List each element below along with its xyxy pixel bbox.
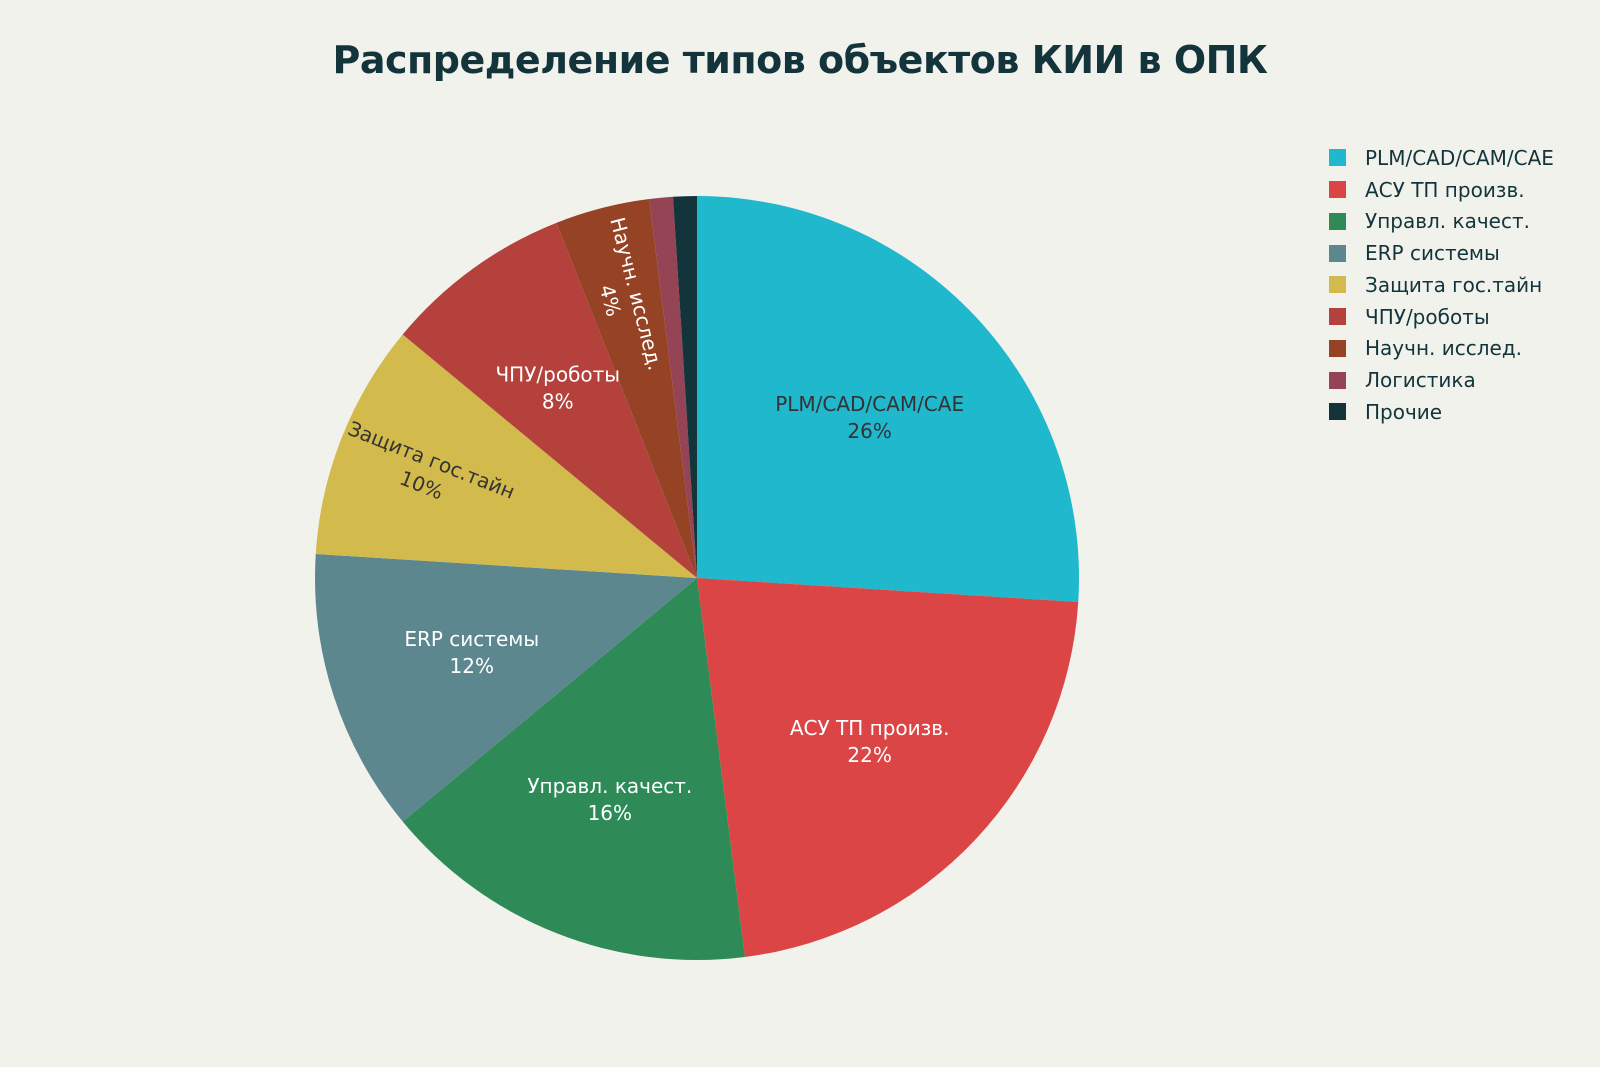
legend-swatch [1329, 371, 1346, 389]
legend-item[interactable]: ERP системы [1329, 237, 1554, 269]
pie-slice[interactable] [314, 554, 697, 822]
legend-swatch [1329, 308, 1346, 326]
legend-item[interactable]: Управл. качест. [1329, 206, 1554, 238]
legend-swatch [1329, 276, 1346, 294]
pie-slices [314, 196, 1080, 961]
legend-item[interactable]: Научн. исслед. [1329, 333, 1554, 365]
slice-label-name: ERP системы [404, 627, 539, 651]
legend-item[interactable]: Логистика [1329, 364, 1554, 396]
legend-swatch [1329, 212, 1346, 230]
legend-item[interactable]: Защита гос.тайн [1329, 269, 1554, 301]
slice-label: Управл. качест. 16% [527, 774, 692, 825]
slice-label-name: АСУ ТП произв. [790, 716, 950, 740]
legend-item[interactable]: АСУ ТП произв. [1329, 174, 1554, 206]
legend-swatch [1329, 244, 1346, 262]
legend-swatch [1329, 403, 1346, 421]
pie-slice[interactable] [673, 196, 697, 578]
slice-label-name: PLM/CAD/CAM/CAE [775, 392, 964, 416]
legend-label: Логистика [1365, 368, 1476, 393]
legend-label: ЧПУ/роботы [1365, 304, 1490, 329]
slice-label: PLM/CAD/CAM/CAE 26% [775, 392, 964, 443]
slice-label: ЧПУ/роботы 8% [495, 362, 620, 413]
legend-item[interactable]: ЧПУ/роботы [1329, 301, 1554, 333]
legend-label: Управл. качест. [1365, 209, 1530, 234]
legend-label: АСУ ТП произв. [1365, 177, 1525, 202]
pie-slice[interactable] [649, 196, 697, 578]
slice-label-percent: 8% [542, 389, 574, 413]
legend-item[interactable]: PLM/CAD/CAM/CAE [1329, 142, 1554, 174]
pie-slice[interactable] [402, 578, 745, 961]
legend-label: Научн. исслед. [1365, 336, 1523, 361]
slice-label-percent: 26% [847, 419, 891, 443]
slice-label-percent: 12% [450, 654, 494, 678]
slice-label-name: Управл. качест. [527, 774, 692, 798]
slice-label: ERP системы 12% [404, 627, 539, 678]
pie-slice[interactable] [697, 196, 1080, 602]
legend: PLM/CAD/CAM/CAE АСУ ТП произв. Управл. кач… [1329, 142, 1554, 428]
pie-slice[interactable] [402, 222, 697, 578]
pie-slice[interactable] [556, 199, 697, 578]
pie-slice[interactable] [697, 578, 1079, 957]
slice-label-percent: 16% [588, 801, 632, 825]
legend-label: Защита гос.тайн [1365, 272, 1543, 297]
pie-slice[interactable] [315, 334, 697, 579]
legend-label: PLM/CAD/CAM/CAE [1365, 145, 1554, 170]
slice-label: АСУ ТП произв. 22% [790, 716, 950, 767]
legend-swatch [1329, 339, 1346, 357]
legend-item[interactable]: Прочие [1329, 396, 1554, 428]
legend-swatch [1329, 149, 1346, 167]
legend-label: ERP системы [1365, 241, 1500, 266]
slice-label-percent: 22% [847, 743, 891, 767]
chart-title: Распределение типов объектов КИИ в ОПК [332, 38, 1269, 82]
slice-label-name: ЧПУ/роботы [495, 362, 620, 386]
legend-swatch [1329, 181, 1346, 199]
legend-label: Прочие [1365, 399, 1443, 424]
